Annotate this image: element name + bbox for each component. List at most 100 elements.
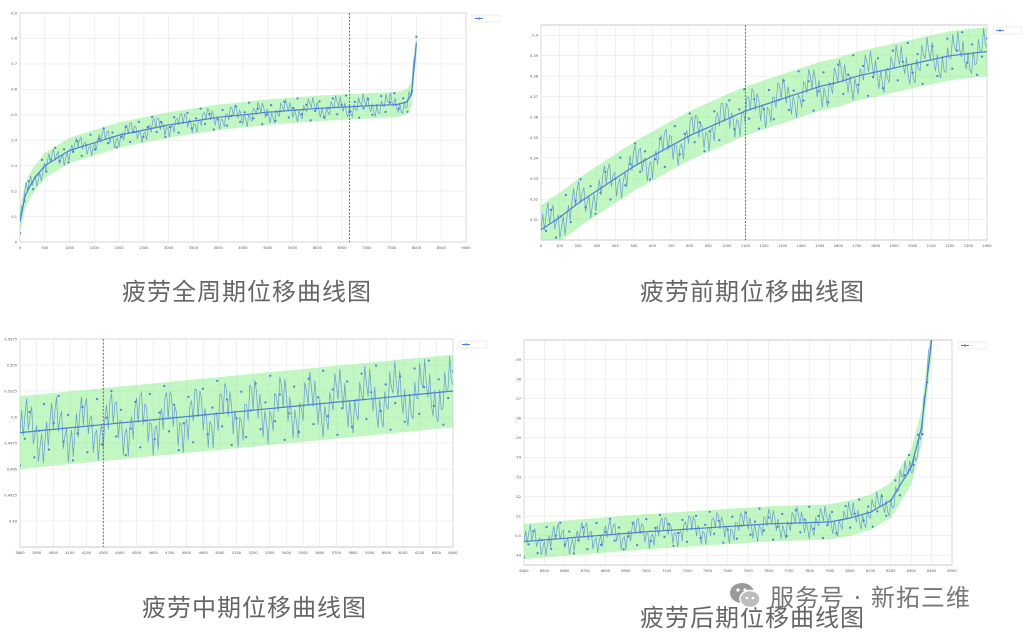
data-point — [708, 130, 711, 133]
data-point — [206, 433, 209, 436]
data-point — [264, 401, 267, 404]
data-point — [211, 406, 214, 409]
data-point — [862, 519, 865, 522]
data-point — [693, 141, 696, 144]
data-point — [287, 116, 290, 119]
x-tick-label: 4000 — [49, 551, 59, 555]
data-point — [631, 522, 634, 525]
data-point — [195, 117, 198, 120]
data-point — [190, 127, 193, 130]
legend-box — [957, 341, 987, 350]
x-tick-label: 8200 — [886, 569, 896, 573]
data-point — [817, 90, 820, 93]
x-tick-label: 1600 — [834, 244, 844, 248]
data-point — [931, 45, 934, 48]
data-point — [966, 61, 969, 64]
data-point — [43, 403, 46, 406]
data-point — [891, 49, 894, 52]
data-point — [545, 525, 548, 529]
data-point — [604, 530, 607, 533]
data-point — [916, 433, 920, 436]
x-tick-label: 800 — [686, 244, 694, 248]
x-tick-label: 7400 — [723, 569, 733, 573]
data-point — [649, 539, 652, 543]
data-point — [772, 538, 775, 541]
data-point — [896, 79, 899, 82]
data-point — [574, 199, 577, 202]
data-point — [225, 398, 228, 401]
data-point — [208, 113, 211, 116]
data-point — [849, 526, 852, 529]
x-tick-label: 4200 — [82, 551, 92, 555]
data-point — [163, 384, 166, 388]
y-tick-label: 0.495 — [7, 467, 17, 471]
data-point — [447, 396, 450, 400]
data-point — [753, 98, 756, 101]
x-tick-label: 1400 — [797, 244, 807, 248]
data-point — [708, 510, 711, 513]
data-point — [134, 400, 137, 403]
data-point — [594, 212, 597, 215]
x-tick-label: 4900 — [199, 551, 209, 555]
x-tick-label: 7600 — [764, 569, 774, 573]
data-point — [880, 495, 883, 498]
data-point — [380, 95, 383, 98]
y-tick-label: 0.56 — [515, 417, 522, 421]
x-tick-label: 5800 — [348, 551, 358, 555]
data-point — [658, 513, 661, 517]
data-point — [663, 535, 666, 538]
x-tick-label: 3800 — [15, 551, 25, 555]
data-point — [731, 515, 734, 518]
y-tick-label: 0 — [15, 240, 18, 244]
data-point — [584, 206, 587, 209]
data-point — [830, 510, 834, 514]
data-point — [857, 83, 860, 86]
x-tick-label: 1800 — [871, 244, 881, 248]
caption-middle: 疲劳中期位移曲线图 — [142, 594, 367, 622]
data-point — [139, 446, 142, 449]
x-tick-label: 500 — [630, 244, 638, 248]
data-point — [362, 107, 365, 110]
x-tick-label: 8100 — [866, 569, 876, 573]
data-point — [658, 137, 661, 140]
data-point — [151, 115, 154, 118]
y-tick-label: 0.7 — [11, 62, 17, 66]
x-tick-label: 1900 — [890, 244, 900, 248]
x-tick-label: 0 — [540, 244, 543, 248]
data-point — [23, 437, 26, 440]
data-point — [808, 505, 811, 508]
data-point — [550, 547, 553, 550]
data-point — [326, 415, 329, 418]
data-point — [749, 533, 752, 536]
data-point — [867, 94, 870, 97]
data-point — [726, 528, 729, 531]
data-point — [437, 378, 440, 381]
data-point — [394, 402, 397, 405]
data-point — [554, 534, 557, 537]
data-point — [442, 423, 445, 426]
data-point — [274, 119, 277, 122]
data-point — [695, 514, 698, 517]
data-point — [622, 548, 625, 551]
data-point — [663, 165, 666, 168]
data-point — [758, 507, 761, 510]
x-tick-label: 5000 — [215, 551, 225, 555]
data-point — [644, 150, 647, 153]
data-point — [239, 120, 242, 123]
x-tick-label: 900 — [705, 244, 713, 248]
data-point — [402, 97, 405, 100]
data-point — [743, 88, 746, 91]
data-point — [599, 191, 602, 194]
data-point — [980, 55, 984, 58]
data-point — [713, 110, 716, 113]
data-point — [217, 118, 220, 121]
x-tick-label: 7500 — [744, 569, 754, 573]
data-point — [733, 128, 736, 131]
x-tick-label: 2100 — [927, 244, 937, 248]
data-point — [353, 100, 356, 103]
data-point — [225, 124, 229, 127]
data-point — [667, 522, 670, 526]
data-point — [826, 524, 829, 527]
data-point — [577, 539, 580, 542]
data-point — [586, 548, 589, 551]
